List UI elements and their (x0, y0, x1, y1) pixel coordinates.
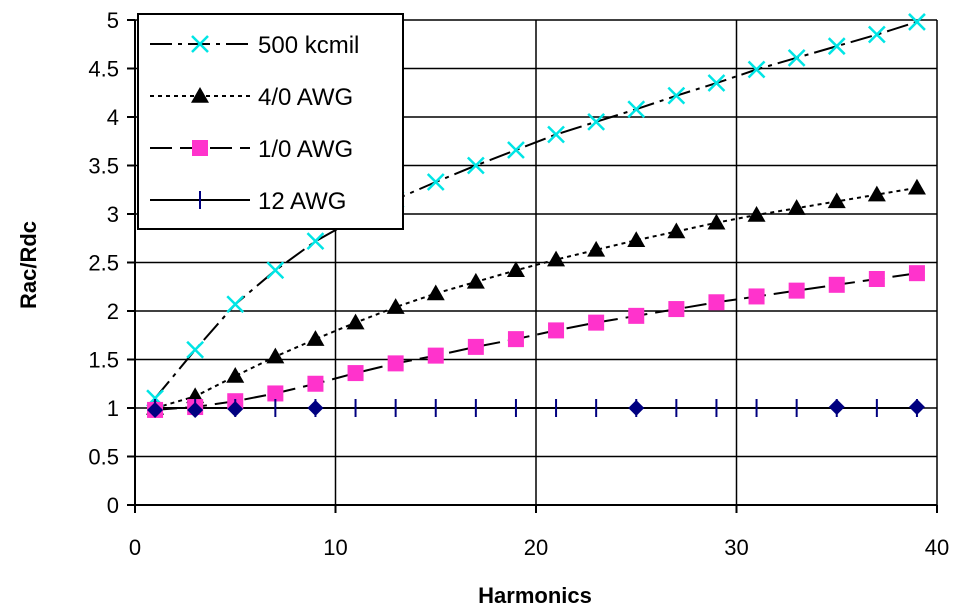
data-point (427, 347, 444, 364)
data-point (748, 288, 765, 305)
y-tick-label: 5 (107, 8, 119, 33)
data-point (267, 385, 284, 402)
legend: 500 kcmil 4/0 AWG 1/0 AWG 12 AWG (137, 13, 404, 230)
data-point (227, 400, 244, 417)
legend-box (137, 13, 404, 230)
data-point (426, 173, 445, 191)
y-tick-label: 0 (107, 493, 119, 518)
data-point (226, 366, 245, 383)
data-point (628, 400, 645, 416)
data-point (306, 330, 325, 346)
data-point (667, 222, 686, 239)
data-point (668, 301, 685, 318)
legend-label: 500 kcmil (258, 32, 359, 59)
data-markers (146, 13, 926, 418)
axes (127, 19, 938, 513)
y-axis-title: Rac/Rdc (16, 221, 41, 309)
y-tick-label: 2 (107, 299, 119, 324)
data-point (506, 261, 525, 278)
data-point (787, 48, 806, 67)
series-line (154, 186, 918, 409)
data-point (386, 298, 405, 314)
legend-label: 1/0 AWG (258, 136, 353, 163)
data-point (507, 331, 524, 348)
y-tick-label: 1.5 (88, 348, 119, 373)
legend-marker (192, 140, 208, 156)
y-tick-label: 3 (107, 202, 119, 227)
data-point (307, 400, 324, 416)
y-tick-label: 0.5 (88, 445, 119, 470)
data-point (827, 37, 846, 56)
data-point (588, 314, 605, 331)
data-point (908, 13, 926, 31)
y-tick-label: 4 (107, 105, 119, 130)
data-point (587, 112, 606, 131)
x-tick-label: 40 (925, 535, 949, 560)
data-point (788, 282, 805, 299)
data-point (828, 276, 845, 293)
data-point (547, 250, 566, 267)
x-tick-label: 20 (524, 535, 548, 560)
data-point (827, 192, 846, 209)
data-point (466, 156, 485, 175)
data-point (306, 232, 325, 251)
data-point (266, 347, 285, 364)
data-point (187, 401, 204, 418)
data-point (707, 213, 726, 230)
data-point (266, 261, 285, 280)
data-point (226, 295, 245, 314)
legend-marker (191, 35, 209, 53)
data-point (426, 284, 445, 301)
data-point (867, 185, 886, 202)
data-point (466, 272, 485, 289)
x-tick-label: 30 (724, 535, 748, 560)
data-point (627, 100, 646, 119)
data-point (868, 270, 885, 287)
legend-marker (191, 87, 209, 103)
x-tick-label: 10 (323, 535, 347, 560)
data-point (628, 307, 645, 324)
data-point (908, 265, 925, 282)
data-point (707, 74, 726, 92)
y-tick-label: 4.5 (88, 57, 119, 82)
data-point (347, 365, 364, 382)
y-tick-label: 3.5 (88, 154, 119, 179)
y-tick-label: 2.5 (88, 251, 119, 276)
data-point (548, 322, 565, 339)
data-point (346, 313, 365, 330)
data-point (747, 60, 766, 79)
data-point (467, 338, 484, 355)
y-tick-labels: 0 0.5 1 1.5 2 2.5 3 3.5 4 4.5 5 (88, 8, 119, 518)
data-point (667, 86, 686, 105)
data-point (547, 125, 565, 144)
data-point (507, 141, 525, 159)
data-point (907, 178, 926, 195)
data-point (828, 399, 845, 416)
x-axis-title: Harmonics (478, 583, 592, 608)
legend-label: 4/0 AWG (258, 84, 353, 111)
data-point (587, 240, 606, 257)
data-point (186, 340, 205, 359)
x-tick-labels: 0 10 20 30 40 (129, 535, 949, 560)
data-point (708, 294, 725, 311)
data-point (867, 25, 886, 44)
data-point (747, 205, 766, 222)
series-line (154, 20, 918, 399)
data-point (147, 401, 164, 418)
data-point (908, 399, 925, 416)
data-point (787, 199, 806, 215)
data-point (307, 375, 324, 392)
y-tick-label: 1 (107, 396, 119, 421)
data-point (387, 355, 404, 372)
x-tick-label: 0 (129, 535, 141, 560)
legend-label: 12 AWG (258, 188, 346, 215)
data-point (627, 231, 646, 247)
